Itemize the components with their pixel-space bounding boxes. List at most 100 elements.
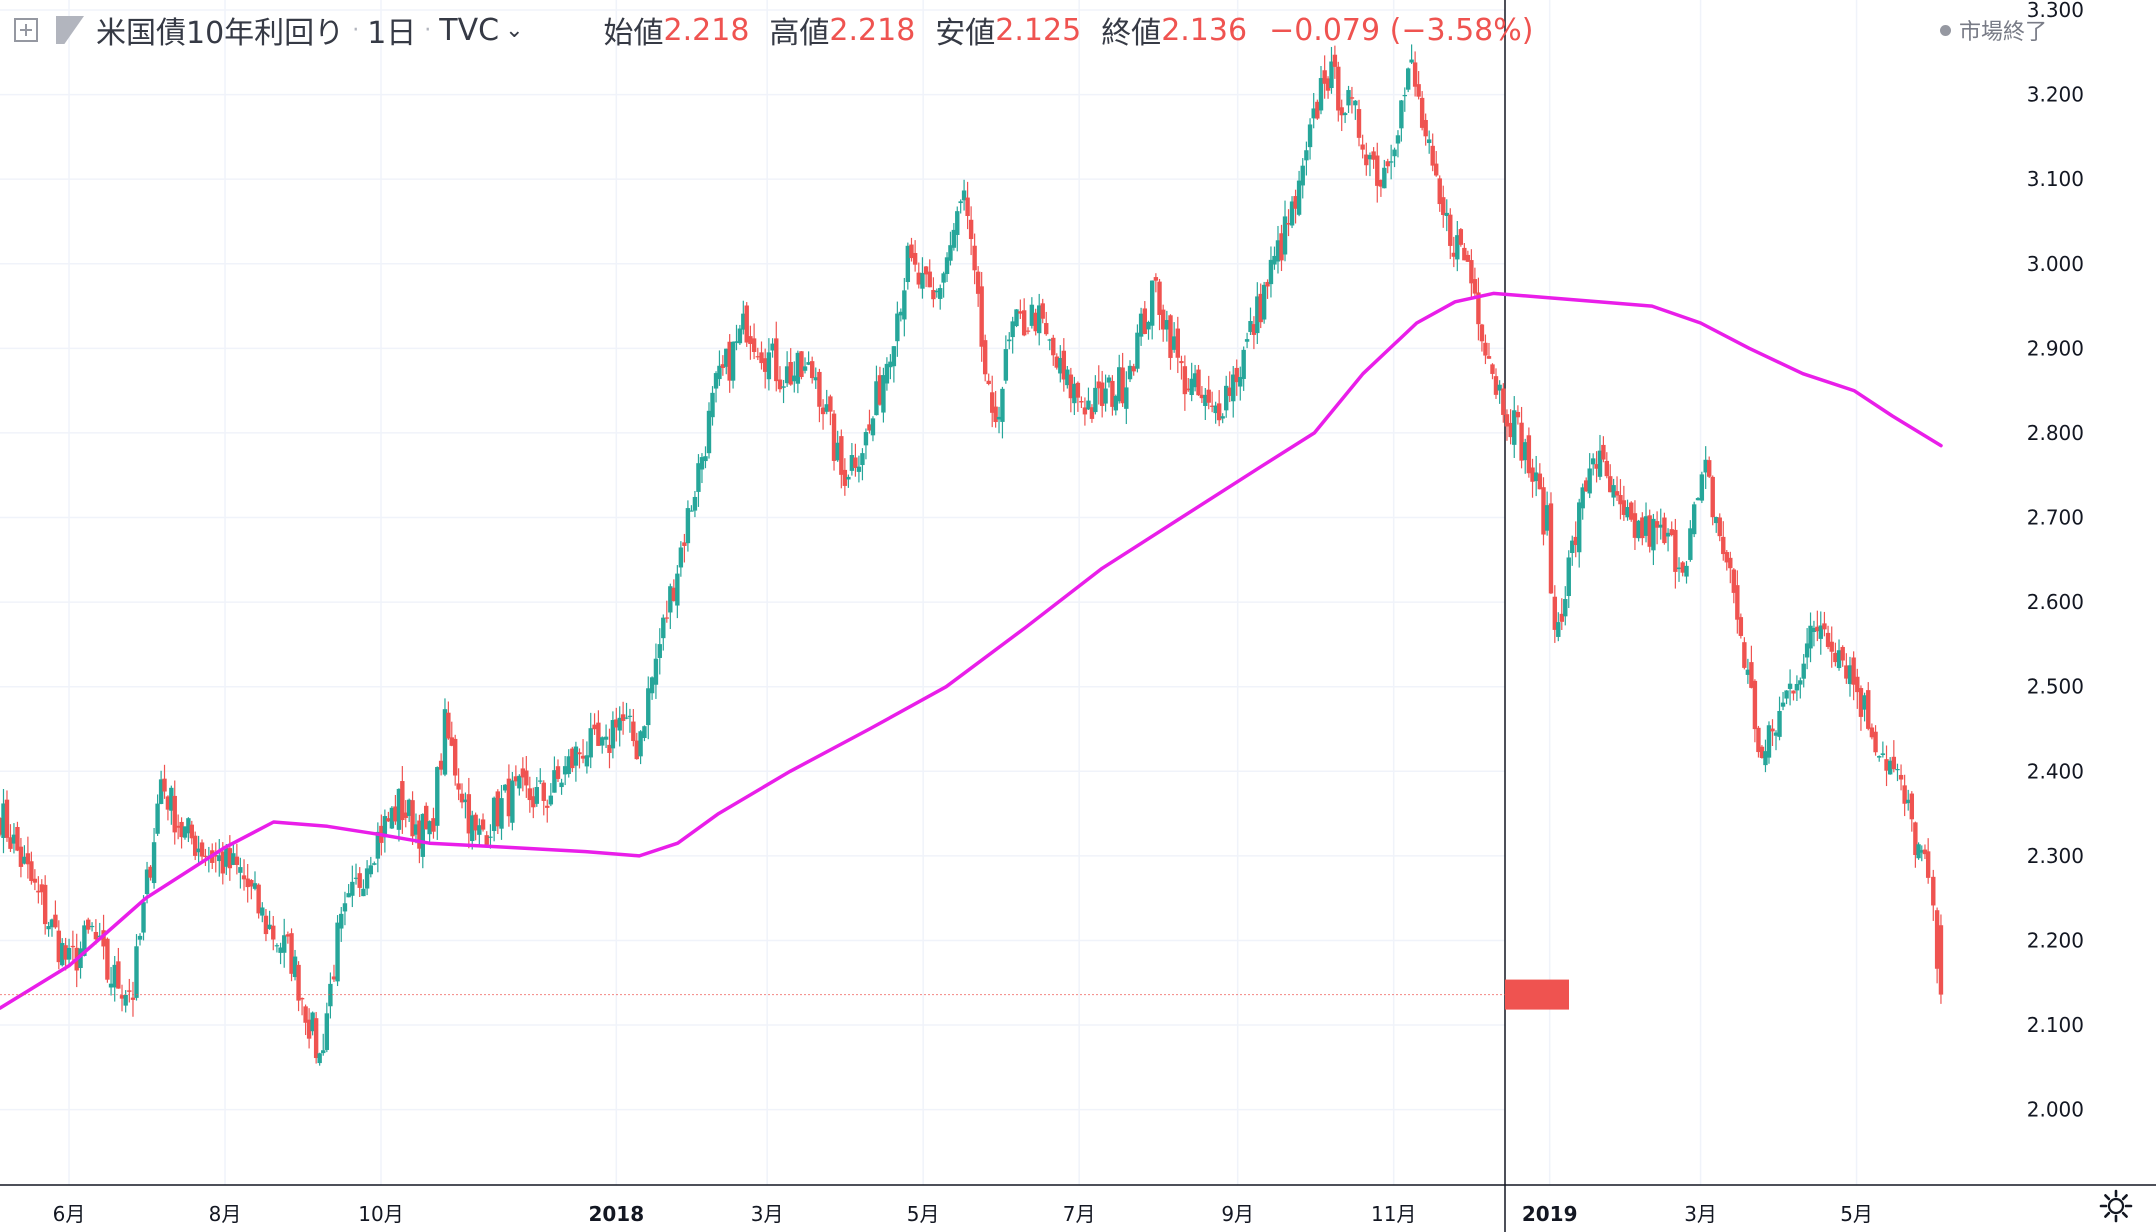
candle-body — [923, 266, 929, 275]
candle-body — [510, 780, 515, 823]
candle-body — [435, 767, 440, 826]
interval-label[interactable]: 1日 — [367, 16, 417, 51]
flag-icon[interactable] — [56, 16, 84, 44]
candle-body — [802, 366, 808, 371]
candle-body — [1106, 377, 1112, 383]
candle-body — [1192, 373, 1198, 388]
candle-body — [1160, 309, 1166, 330]
source-label[interactable]: TVC — [439, 12, 500, 48]
candle-body — [1444, 212, 1449, 217]
candle-body — [227, 848, 233, 869]
candle-body — [1392, 149, 1397, 157]
candle-body — [1801, 663, 1806, 679]
y-tick-label: 2.100 — [2027, 1013, 2084, 1037]
candle-body — [902, 290, 907, 320]
candle-body — [1282, 216, 1288, 255]
candle-body — [499, 798, 504, 829]
open-label: 始値 — [603, 16, 664, 51]
candle-body — [1669, 529, 1674, 536]
candle-body — [1089, 407, 1095, 419]
candle-body — [1388, 161, 1394, 163]
candle-body — [1360, 144, 1365, 150]
candle-body — [1135, 332, 1140, 369]
candle-body — [853, 457, 858, 469]
candle-body — [1493, 376, 1499, 395]
candle-body — [1040, 303, 1045, 319]
candle-body — [267, 924, 272, 929]
candle-body — [653, 658, 659, 685]
candle-body — [289, 933, 294, 974]
y-tick-label: 2.300 — [2027, 844, 2084, 868]
candle-body — [1300, 165, 1305, 186]
candle-body — [1275, 240, 1281, 262]
candle-body — [112, 964, 117, 988]
candle-body — [249, 880, 254, 887]
candle-body — [1818, 625, 1823, 639]
candle-body — [1490, 364, 1495, 374]
candle-body — [1880, 753, 1886, 756]
symbol-title[interactable]: 米国債10年利回り — [96, 16, 345, 51]
candle-body — [310, 1012, 315, 1032]
candle-body — [56, 930, 62, 963]
candle-body — [1825, 632, 1831, 647]
candle-body — [751, 338, 757, 352]
y-tick-label: 2.200 — [2027, 928, 2084, 952]
separator-dot: · — [424, 17, 432, 43]
candle-body — [1426, 139, 1432, 144]
y-tick-label: 2.400 — [2027, 759, 2084, 783]
plus-box-icon[interactable] — [14, 18, 38, 42]
candle-body — [1272, 255, 1277, 265]
candle-body — [1448, 214, 1453, 246]
candle-body — [1385, 161, 1390, 167]
candle-body — [1699, 474, 1705, 501]
candle-body — [386, 818, 391, 822]
candle-body — [1096, 381, 1101, 389]
candle-body — [1405, 68, 1411, 90]
candle-body — [495, 791, 501, 827]
candle-body — [224, 847, 229, 867]
market-status-label: 市場終了 — [1959, 20, 2048, 45]
candle-body — [1196, 369, 1201, 396]
candle-body — [1315, 101, 1320, 119]
candle-body — [1033, 312, 1038, 332]
candle-body — [1458, 229, 1464, 245]
chevron-down-icon[interactable]: ⌄ — [505, 17, 524, 43]
candle-body — [1423, 119, 1428, 137]
candle-body — [1311, 108, 1316, 119]
candle-body — [263, 915, 269, 935]
candle-body — [446, 712, 451, 739]
candle-body — [517, 775, 522, 789]
candle-body — [1476, 292, 1481, 325]
candle-body — [1662, 517, 1667, 544]
candle-body — [934, 290, 940, 293]
candle-body — [1465, 254, 1471, 262]
candle-body — [1887, 760, 1893, 775]
candle-body — [361, 888, 366, 897]
candle-body — [513, 776, 519, 782]
candle-body — [1261, 284, 1267, 320]
x-tick-label: 2019 — [1522, 1202, 1578, 1226]
candle-body — [1866, 690, 1871, 729]
x-tick-label: 5月 — [1840, 1202, 1873, 1226]
candle-body — [217, 855, 222, 862]
candle-body — [141, 902, 146, 933]
candle-body — [324, 1013, 330, 1050]
candle-body — [389, 807, 395, 829]
candle-body — [1171, 336, 1177, 350]
candle-body — [884, 363, 890, 384]
candle-body — [1007, 339, 1012, 342]
candle-body — [717, 365, 722, 380]
candle-body — [459, 793, 465, 803]
candle-body — [1497, 384, 1502, 391]
candle-body — [1840, 646, 1845, 661]
candle-body — [186, 818, 191, 834]
candle-body — [1763, 751, 1768, 766]
gear-icon[interactable] — [2098, 1188, 2134, 1224]
candle-body — [278, 947, 283, 953]
candle-body — [1563, 599, 1568, 617]
candle-body — [274, 945, 280, 947]
candle-body — [1179, 361, 1184, 364]
candle-body — [762, 358, 768, 372]
candle-body — [1695, 498, 1701, 501]
